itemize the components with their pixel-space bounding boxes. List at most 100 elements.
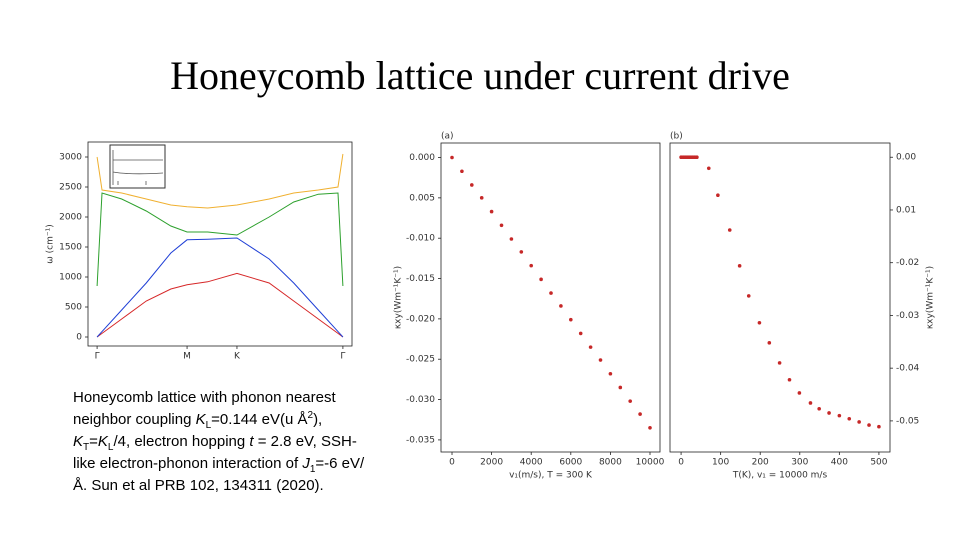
x-tick-label: 300 [791,458,808,468]
x-tick-label: 200 [752,458,769,468]
x-tick-label: 400 [831,458,848,468]
data-point [706,166,711,171]
x-axis-label: v₁(m/s), T = 300 K [509,471,593,481]
y-tick-label: 3000 [59,153,82,163]
band-line [96,237,344,338]
y-tick-label: 0.005 [409,193,435,203]
y-tick-label: -0.015 [406,274,435,284]
y-axis-label: ω (cm⁻¹) [46,224,56,264]
data-point [509,237,514,241]
y-tick-label: -0.035 [406,435,435,445]
data-point [479,196,484,200]
data-point [695,155,699,160]
data-point [519,250,524,254]
y-tick-label: -0.020 [406,314,435,324]
data-point [578,331,583,336]
caption-run: t [249,433,254,450]
x-tick-label: 0 [678,458,684,468]
data-point [608,371,613,376]
y-tick-label: 2500 [59,183,82,193]
y-tick-label: -0.05 [896,416,919,426]
x-tick-label: 4000 [520,458,543,468]
data-point [837,413,842,418]
data-point [499,223,504,228]
y-axis-label: κxy(Wm⁻¹K⁻¹) [394,266,404,329]
y-tick-label: 0.000 [409,153,435,163]
data-point [746,294,751,298]
caption-run: J [302,455,310,472]
data-point [737,264,742,268]
data-point [867,423,871,427]
inset [109,144,166,189]
caption-run: K [195,411,206,428]
data-point [588,345,593,349]
x-tick-label: K [234,352,241,362]
x-tick-label: Γ [340,352,345,362]
inset-frame [109,144,166,189]
data-point [648,425,652,430]
x-tick-label: 100 [712,458,729,468]
y-tick-label: -0.04 [896,364,920,374]
data-point [628,399,633,403]
y-axis-label: κxy(Wm⁻¹K⁻¹) [926,266,936,329]
data-point [827,411,831,415]
data-point [877,424,881,429]
caption-run: = 2.8 eV, SSH-like electron-phonon inter… [73,433,357,472]
plot-frame [669,142,891,453]
data-point [559,304,563,308]
data-point [757,321,762,325]
data-point [857,420,861,424]
panel-label: (a) [441,132,454,142]
caption-run: T [83,442,90,453]
y-tick-label: -0.010 [406,234,435,244]
caption-run: =-6 eV/ Å. Sun et al PRB 102, 134311 (20… [73,455,365,494]
data-point [539,277,543,282]
x-tick-label: Γ [95,352,100,362]
y-tick-label: 0.01 [896,205,916,215]
x-tick-label: 0 [449,458,455,468]
band-line [96,153,344,209]
panel-label: (b) [670,132,683,142]
caption: Honeycomb lattice with phonon nearest ne… [73,387,378,497]
data-point [569,317,573,322]
caption-run: =0.144 eV(u Å [211,411,308,428]
caption-run: 1 [309,464,316,475]
y-tick-label: 1500 [59,243,82,253]
data-point [618,385,623,390]
y-tick-label: 0 [76,333,82,343]
data-point [470,183,474,187]
y-tick-label: 0.00 [896,153,916,163]
x-tick-label: 2000 [480,458,503,468]
x-tick-label: 10000 [636,458,665,468]
data-point [450,155,454,160]
x-axis-label: T(K), v₁ = 10000 m/s [732,471,828,481]
band-line [96,192,344,287]
plot-frame [440,142,661,453]
data-point [529,263,534,268]
caption-run: ), [313,411,323,428]
band-line [96,272,344,338]
y-tick-label: -0.030 [406,395,435,405]
data-point [847,416,852,421]
caption-run: /4, electron hopping [113,433,250,450]
y-tick-label: 2000 [59,213,82,223]
data-point [460,169,464,174]
data-point [817,406,821,411]
data-point [598,358,603,362]
data-point [489,209,494,214]
y-tick-label: -0.02 [896,258,919,268]
data-point [777,361,782,365]
caption-run: Honeycomb lattice with phonon nearest ne… [73,389,336,428]
plot-frame [87,141,353,347]
x-tick-label: 8000 [599,458,622,468]
data-point [549,291,553,295]
data-point [767,341,772,345]
data-point [808,401,813,405]
caption-run: = [89,433,98,450]
caption-run: K [97,433,108,450]
y-tick-label: 500 [65,303,82,313]
data-point [638,412,642,416]
caption-run: 2 [307,410,314,421]
data-point [787,377,792,382]
